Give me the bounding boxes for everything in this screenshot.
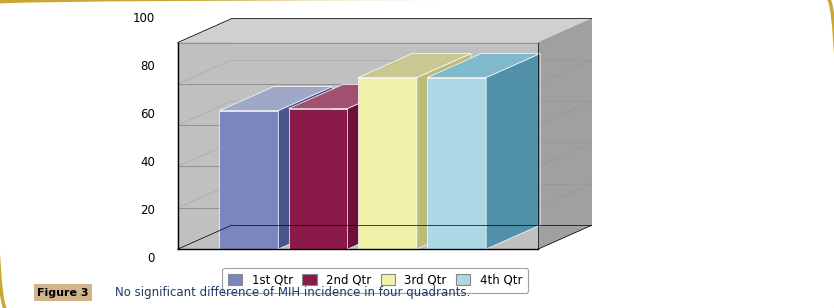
Polygon shape (219, 87, 332, 111)
Text: Figure 3: Figure 3 (37, 288, 88, 298)
Polygon shape (348, 85, 402, 249)
Text: 0: 0 (148, 252, 155, 265)
Polygon shape (232, 18, 592, 225)
Polygon shape (358, 54, 471, 78)
Polygon shape (538, 18, 592, 249)
Polygon shape (417, 54, 471, 249)
Polygon shape (289, 85, 402, 109)
Text: 80: 80 (140, 60, 155, 73)
Polygon shape (178, 43, 538, 249)
Polygon shape (178, 18, 592, 43)
Text: 100: 100 (133, 12, 155, 25)
Polygon shape (219, 111, 279, 249)
Text: 20: 20 (140, 204, 155, 217)
Polygon shape (358, 78, 417, 249)
Text: 60: 60 (140, 108, 155, 121)
Text: No significant difference of MIH incidence in four quadrants.: No significant difference of MIH inciden… (114, 286, 470, 299)
Polygon shape (427, 78, 486, 249)
Polygon shape (289, 109, 348, 249)
Polygon shape (486, 54, 540, 249)
Legend: 1st Qtr, 2nd Qtr, 3rd Qtr, 4th Qtr: 1st Qtr, 2nd Qtr, 3rd Qtr, 4th Qtr (223, 268, 528, 293)
Polygon shape (427, 54, 540, 78)
Polygon shape (178, 225, 592, 249)
Polygon shape (178, 18, 232, 249)
Polygon shape (279, 87, 332, 249)
Text: 40: 40 (140, 156, 155, 169)
